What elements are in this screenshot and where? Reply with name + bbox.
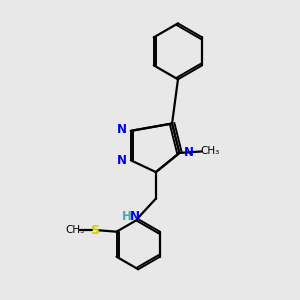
Text: S: S <box>90 224 99 237</box>
Text: CH₃: CH₃ <box>66 225 85 235</box>
Text: N: N <box>184 146 194 159</box>
Text: N: N <box>116 124 126 136</box>
Text: N: N <box>116 154 126 167</box>
Text: H: H <box>122 210 132 223</box>
Text: CH₃: CH₃ <box>200 146 219 156</box>
Text: N: N <box>130 210 140 223</box>
